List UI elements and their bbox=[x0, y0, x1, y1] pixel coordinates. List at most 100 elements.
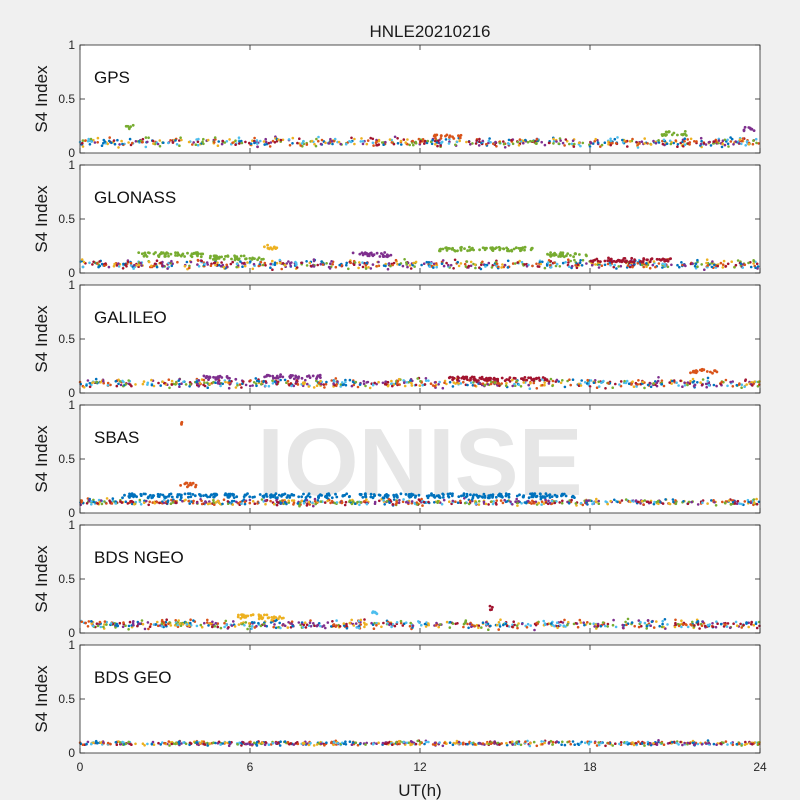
data-point bbox=[257, 380, 261, 383]
data-point bbox=[221, 502, 224, 506]
data-point bbox=[525, 626, 529, 629]
data-point bbox=[128, 492, 131, 496]
data-point bbox=[157, 255, 161, 258]
data-point bbox=[669, 142, 673, 146]
data-point bbox=[492, 500, 496, 503]
data-point bbox=[651, 263, 655, 267]
data-point bbox=[562, 255, 566, 259]
data-point bbox=[735, 502, 739, 506]
data-point bbox=[635, 141, 638, 144]
data-point bbox=[721, 139, 725, 142]
data-point bbox=[459, 382, 463, 385]
data-point bbox=[304, 626, 308, 629]
data-point bbox=[211, 381, 215, 384]
data-point bbox=[583, 741, 587, 745]
data-point bbox=[541, 742, 544, 746]
data-point bbox=[705, 261, 708, 265]
data-point bbox=[260, 383, 263, 386]
data-point bbox=[689, 137, 693, 141]
data-point bbox=[226, 254, 230, 258]
data-point bbox=[757, 142, 760, 145]
data-point bbox=[516, 140, 519, 144]
data-point bbox=[191, 481, 195, 485]
data-point bbox=[418, 384, 422, 387]
data-point bbox=[614, 625, 618, 629]
data-point bbox=[201, 140, 204, 144]
data-point bbox=[493, 381, 497, 385]
data-point bbox=[144, 145, 148, 149]
data-point bbox=[278, 615, 282, 619]
data-point bbox=[484, 377, 488, 381]
data-point bbox=[752, 498, 756, 501]
data-point bbox=[270, 618, 274, 622]
data-point bbox=[543, 143, 547, 147]
data-point bbox=[225, 623, 228, 627]
data-point bbox=[315, 384, 319, 388]
data-point bbox=[561, 141, 565, 145]
data-point bbox=[246, 614, 250, 618]
data-point bbox=[242, 741, 245, 744]
data-point bbox=[302, 741, 306, 745]
data-point bbox=[141, 137, 145, 141]
data-point bbox=[212, 495, 216, 499]
data-point bbox=[513, 382, 516, 386]
data-point bbox=[456, 375, 460, 379]
data-point bbox=[474, 263, 477, 267]
data-point bbox=[372, 627, 376, 630]
data-point bbox=[701, 620, 705, 623]
data-point bbox=[596, 141, 600, 144]
data-point bbox=[495, 499, 499, 502]
data-point bbox=[664, 498, 667, 501]
data-point bbox=[195, 624, 199, 628]
data-point bbox=[255, 142, 259, 145]
data-point bbox=[345, 261, 349, 265]
data-point bbox=[255, 139, 259, 142]
data-point bbox=[105, 623, 108, 626]
data-point bbox=[547, 141, 551, 145]
data-point bbox=[580, 740, 583, 744]
data-point bbox=[235, 262, 239, 266]
data-point bbox=[498, 623, 501, 626]
data-point bbox=[140, 619, 144, 622]
data-point bbox=[80, 620, 84, 624]
data-point bbox=[648, 266, 652, 270]
data-point bbox=[117, 382, 120, 386]
data-point bbox=[330, 140, 334, 143]
data-point bbox=[90, 503, 93, 506]
data-point bbox=[181, 623, 185, 626]
data-point bbox=[726, 622, 730, 625]
data-point bbox=[572, 255, 575, 259]
data-point bbox=[495, 262, 499, 266]
data-point bbox=[638, 142, 641, 145]
y-tick-label: 0 bbox=[68, 746, 75, 760]
data-point bbox=[461, 494, 465, 497]
data-point bbox=[578, 261, 582, 265]
data-point bbox=[611, 386, 614, 390]
data-point bbox=[252, 741, 256, 745]
data-point bbox=[541, 260, 544, 264]
data-point bbox=[157, 741, 160, 745]
data-point bbox=[694, 369, 698, 372]
data-point bbox=[459, 248, 463, 252]
data-point bbox=[358, 261, 361, 264]
data-point bbox=[92, 381, 95, 384]
data-point bbox=[656, 379, 660, 383]
data-point bbox=[190, 252, 194, 256]
data-point bbox=[743, 385, 746, 389]
data-point bbox=[294, 376, 298, 379]
data-point bbox=[217, 140, 220, 143]
data-point bbox=[726, 743, 729, 746]
data-point bbox=[478, 376, 482, 380]
data-point bbox=[531, 264, 534, 268]
data-point bbox=[377, 741, 380, 744]
data-point bbox=[712, 742, 716, 746]
data-point bbox=[526, 622, 530, 626]
data-point bbox=[402, 379, 406, 382]
data-point bbox=[345, 622, 348, 626]
data-point bbox=[253, 139, 256, 143]
data-point bbox=[592, 381, 596, 385]
data-point bbox=[657, 376, 660, 379]
data-point bbox=[493, 247, 497, 251]
data-point bbox=[541, 376, 545, 379]
data-point bbox=[437, 383, 440, 386]
